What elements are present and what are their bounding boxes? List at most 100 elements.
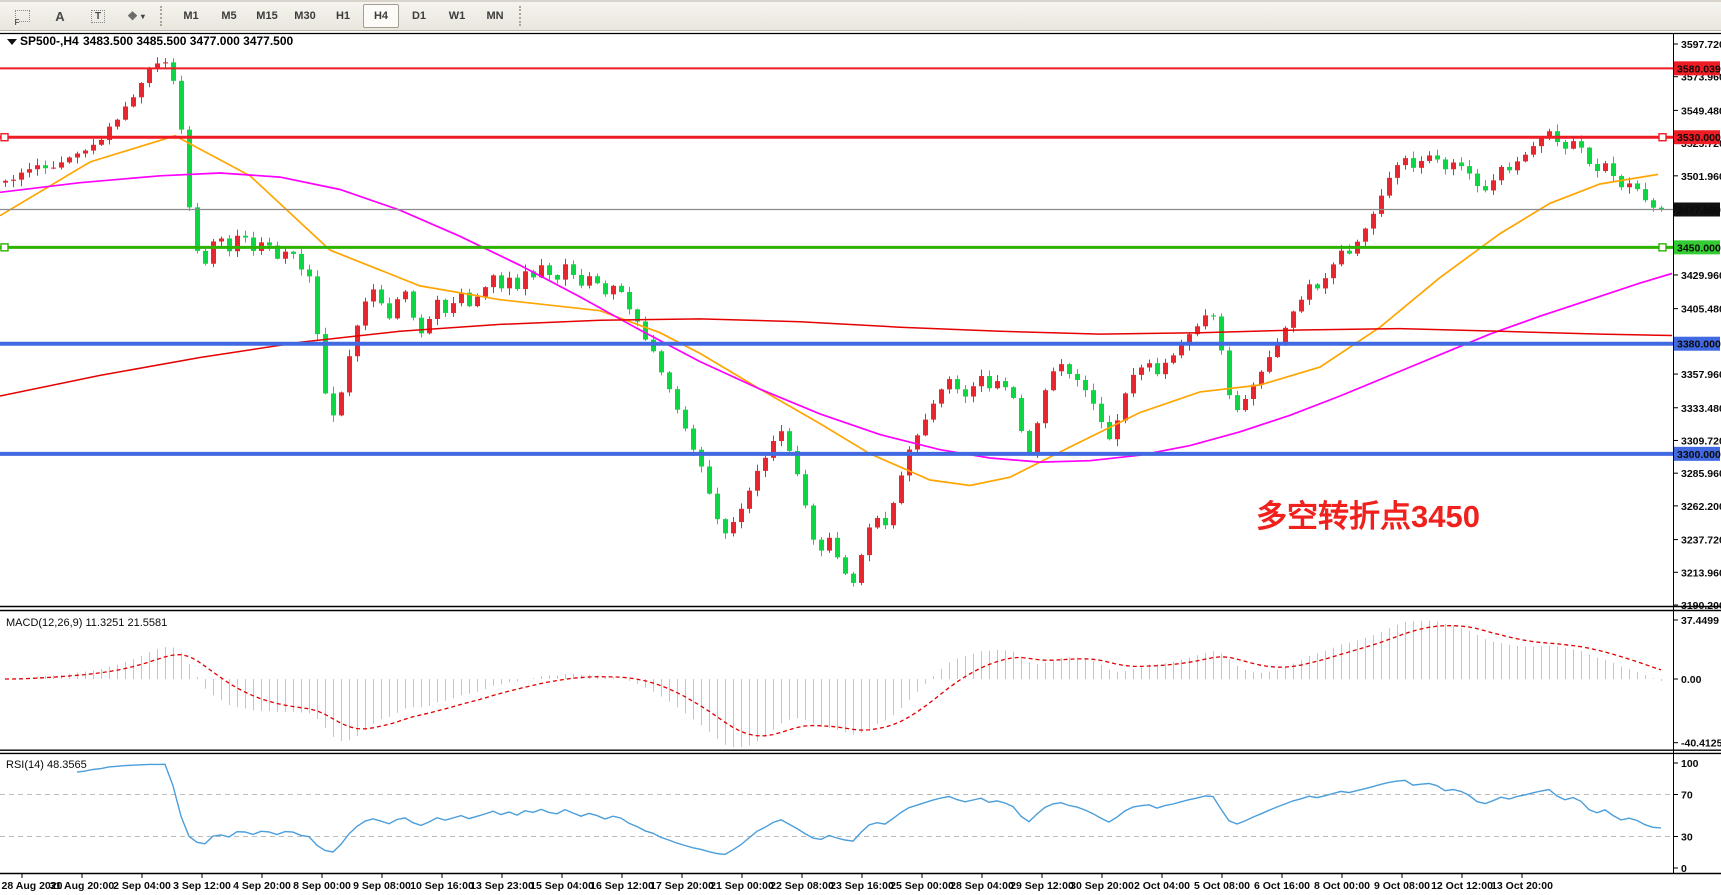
rsi-label: RSI(14) 48.3565 (6, 759, 87, 771)
timeframe-button-m1[interactable]: M1 (183, 10, 199, 22)
macd-label: MACD(12,26,9) 11.3251 21.5581 (6, 617, 167, 629)
shapes-button[interactable]: ❖ ▾ (118, 4, 154, 28)
date-tick-label: 15 Sep 04:00 (530, 880, 594, 892)
chevron-down-icon: ▾ (140, 11, 145, 21)
date-tick-label: 13 Oct 20:00 (1491, 880, 1553, 892)
date-tick-label: 22 Sep 08:00 (770, 880, 834, 892)
price-tick-label: 3309.720 (1681, 435, 1721, 447)
timeframe-button-mn[interactable]: MN (486, 10, 504, 22)
toolbar: F A T ❖ ▾ M1 M5 M15 M30 H1 H4 D1 W1 MN (0, 0, 1721, 31)
svg-text:3450.000: 3450.000 (1677, 242, 1721, 254)
macd-histogram (13, 620, 1662, 747)
rsi-line (76, 763, 1662, 856)
hline-3450[interactable] (0, 243, 1673, 252)
date-tick-label: 25 Sep 00:00 (890, 880, 954, 892)
timeframe-button-m15[interactable]: M15 (256, 10, 278, 22)
main-chart-panel[interactable] (0, 34, 1673, 606)
date-tick-label: 17 Sep 20:00 (650, 880, 714, 892)
svg-text:3300.000: 3300.000 (1677, 449, 1721, 461)
text-label-button[interactable]: A (42, 4, 78, 28)
price-tick-label: 3357.960 (1681, 369, 1721, 381)
date-tick-label: 12 Oct 12:00 (1431, 880, 1493, 892)
price-tick-label: 3237.720 (1681, 535, 1721, 547)
date-tick-label: 6 Oct 16:00 (1254, 880, 1310, 892)
shapes-icon: ❖ (127, 9, 138, 23)
ma-orange-line (0, 134, 1659, 487)
price-tick-label: 3213.960 (1681, 567, 1721, 579)
hline-3300-label: 3300.000 (1674, 446, 1721, 461)
toolbar-grip[interactable] (160, 6, 166, 26)
date-tick-label: 9 Oct 08:00 (1374, 880, 1430, 892)
timeframe-button-m30[interactable]: M30 (294, 10, 316, 22)
date-tick-label: 8 Oct 00:00 (1314, 880, 1370, 892)
svg-text:3580.039: 3580.039 (1677, 63, 1721, 75)
date-tick-label: 4 Sep 20:00 (233, 880, 291, 892)
rsi-panel[interactable] (0, 754, 1673, 873)
chart-title-symbol: SP500-,H4 (20, 34, 79, 48)
date-tick-label: 5 Oct 08:00 (1194, 880, 1250, 892)
svg-text:3380.000: 3380.000 (1677, 339, 1721, 351)
timeframe-button-h4[interactable]: H4 (363, 4, 399, 28)
date-tick-label: 13 Sep 23:00 (470, 880, 534, 892)
date-tick-label: 28 Sep 04:00 (950, 880, 1014, 892)
toolbar-grip-end[interactable] (519, 6, 525, 26)
annotation-text[interactable]: 多空转折点3450 (1256, 499, 1480, 534)
date-tick-label: 9 Sep 08:00 (353, 880, 411, 892)
price-tick-label: 3597.720 (1681, 39, 1721, 51)
rsi-tick-label: 0 (1681, 863, 1687, 875)
line-handle-right[interactable] (1658, 243, 1667, 252)
rsi-tick-label: 100 (1681, 758, 1699, 770)
date-tick-label: 23 Sep 16:00 (830, 880, 894, 892)
hline-3380-label: 3380.000 (1674, 336, 1721, 351)
date-tick-label: 29 Sep 12:00 (1010, 880, 1074, 892)
macd-tick-label: -40.4125 (1681, 738, 1721, 750)
grid-f-icon: F (14, 10, 30, 27)
letter-t-icon: T (90, 9, 106, 23)
date-tick-label: 16 Sep 12:00 (590, 880, 654, 892)
date-tick-label: 2 Sep 04:00 (113, 880, 171, 892)
ma-magenta-line (0, 172, 1673, 463)
current-price-line-label: 3477.500 (1674, 202, 1721, 217)
svg-text:3477.500: 3477.500 (1677, 204, 1721, 216)
date-tick-label: 30 Sep 20:00 (1070, 880, 1134, 892)
svg-text:3530.000: 3530.000 (1677, 132, 1721, 144)
text-box-button[interactable]: T (80, 4, 116, 28)
date-tick-label: 28 Aug 2020 (2, 880, 63, 892)
line-handle-left[interactable] (0, 243, 9, 252)
hline-3530[interactable] (0, 133, 1673, 142)
date-tick-label: 8 Sep 00:00 (293, 880, 351, 892)
macd-panel[interactable] (0, 611, 1673, 749)
timeframe-button-w1[interactable]: W1 (448, 10, 466, 22)
candlestick-series (3, 57, 1664, 587)
price-tick-label: 3405.480 (1681, 304, 1721, 316)
timeframe-button-m5[interactable]: M5 (221, 10, 237, 22)
date-tick-label: 10 Sep 16:00 (410, 880, 474, 892)
price-tick-label: 3429.960 (1681, 270, 1721, 282)
date-tick-label: 21 Sep 00:00 (710, 880, 774, 892)
line-handle-left[interactable] (0, 133, 9, 142)
line-handle-right[interactable] (1658, 133, 1667, 142)
timeframe-button-d1[interactable]: D1 (411, 10, 427, 22)
time-axis[interactable] (0, 874, 1721, 895)
chart-title-ohlc: 3483.500 3485.500 3477.000 3477.500 (83, 34, 294, 48)
date-tick-label: 2 Oct 04:00 (1134, 880, 1190, 892)
rsi-tick-label: 70 (1681, 790, 1693, 802)
indicator-grid-button[interactable]: F (4, 4, 40, 28)
hline-3530-label: 3530.000 (1674, 130, 1721, 145)
date-tick-label: 3 Sep 12:00 (173, 880, 231, 892)
price-tick-label: 3333.480 (1681, 403, 1721, 415)
price-tick-label: 3549.480 (1681, 105, 1721, 117)
macd-signal-line (5, 624, 1662, 737)
hline-3450-label: 3450.000 (1674, 240, 1721, 255)
symbol-dropdown-icon[interactable] (7, 39, 17, 45)
price-tick-label: 3285.960 (1681, 468, 1721, 480)
rsi-tick-label: 30 (1681, 832, 1693, 844)
hline-3580-label: 3580.039 (1674, 61, 1721, 76)
price-tick-label: 3262.200 (1681, 501, 1721, 513)
price-tick-label: 3501.960 (1681, 171, 1721, 183)
timeframe-button-h1[interactable]: H1 (335, 10, 351, 22)
letter-a-icon: A (55, 8, 65, 24)
macd-tick-label: 0.00 (1681, 674, 1702, 686)
